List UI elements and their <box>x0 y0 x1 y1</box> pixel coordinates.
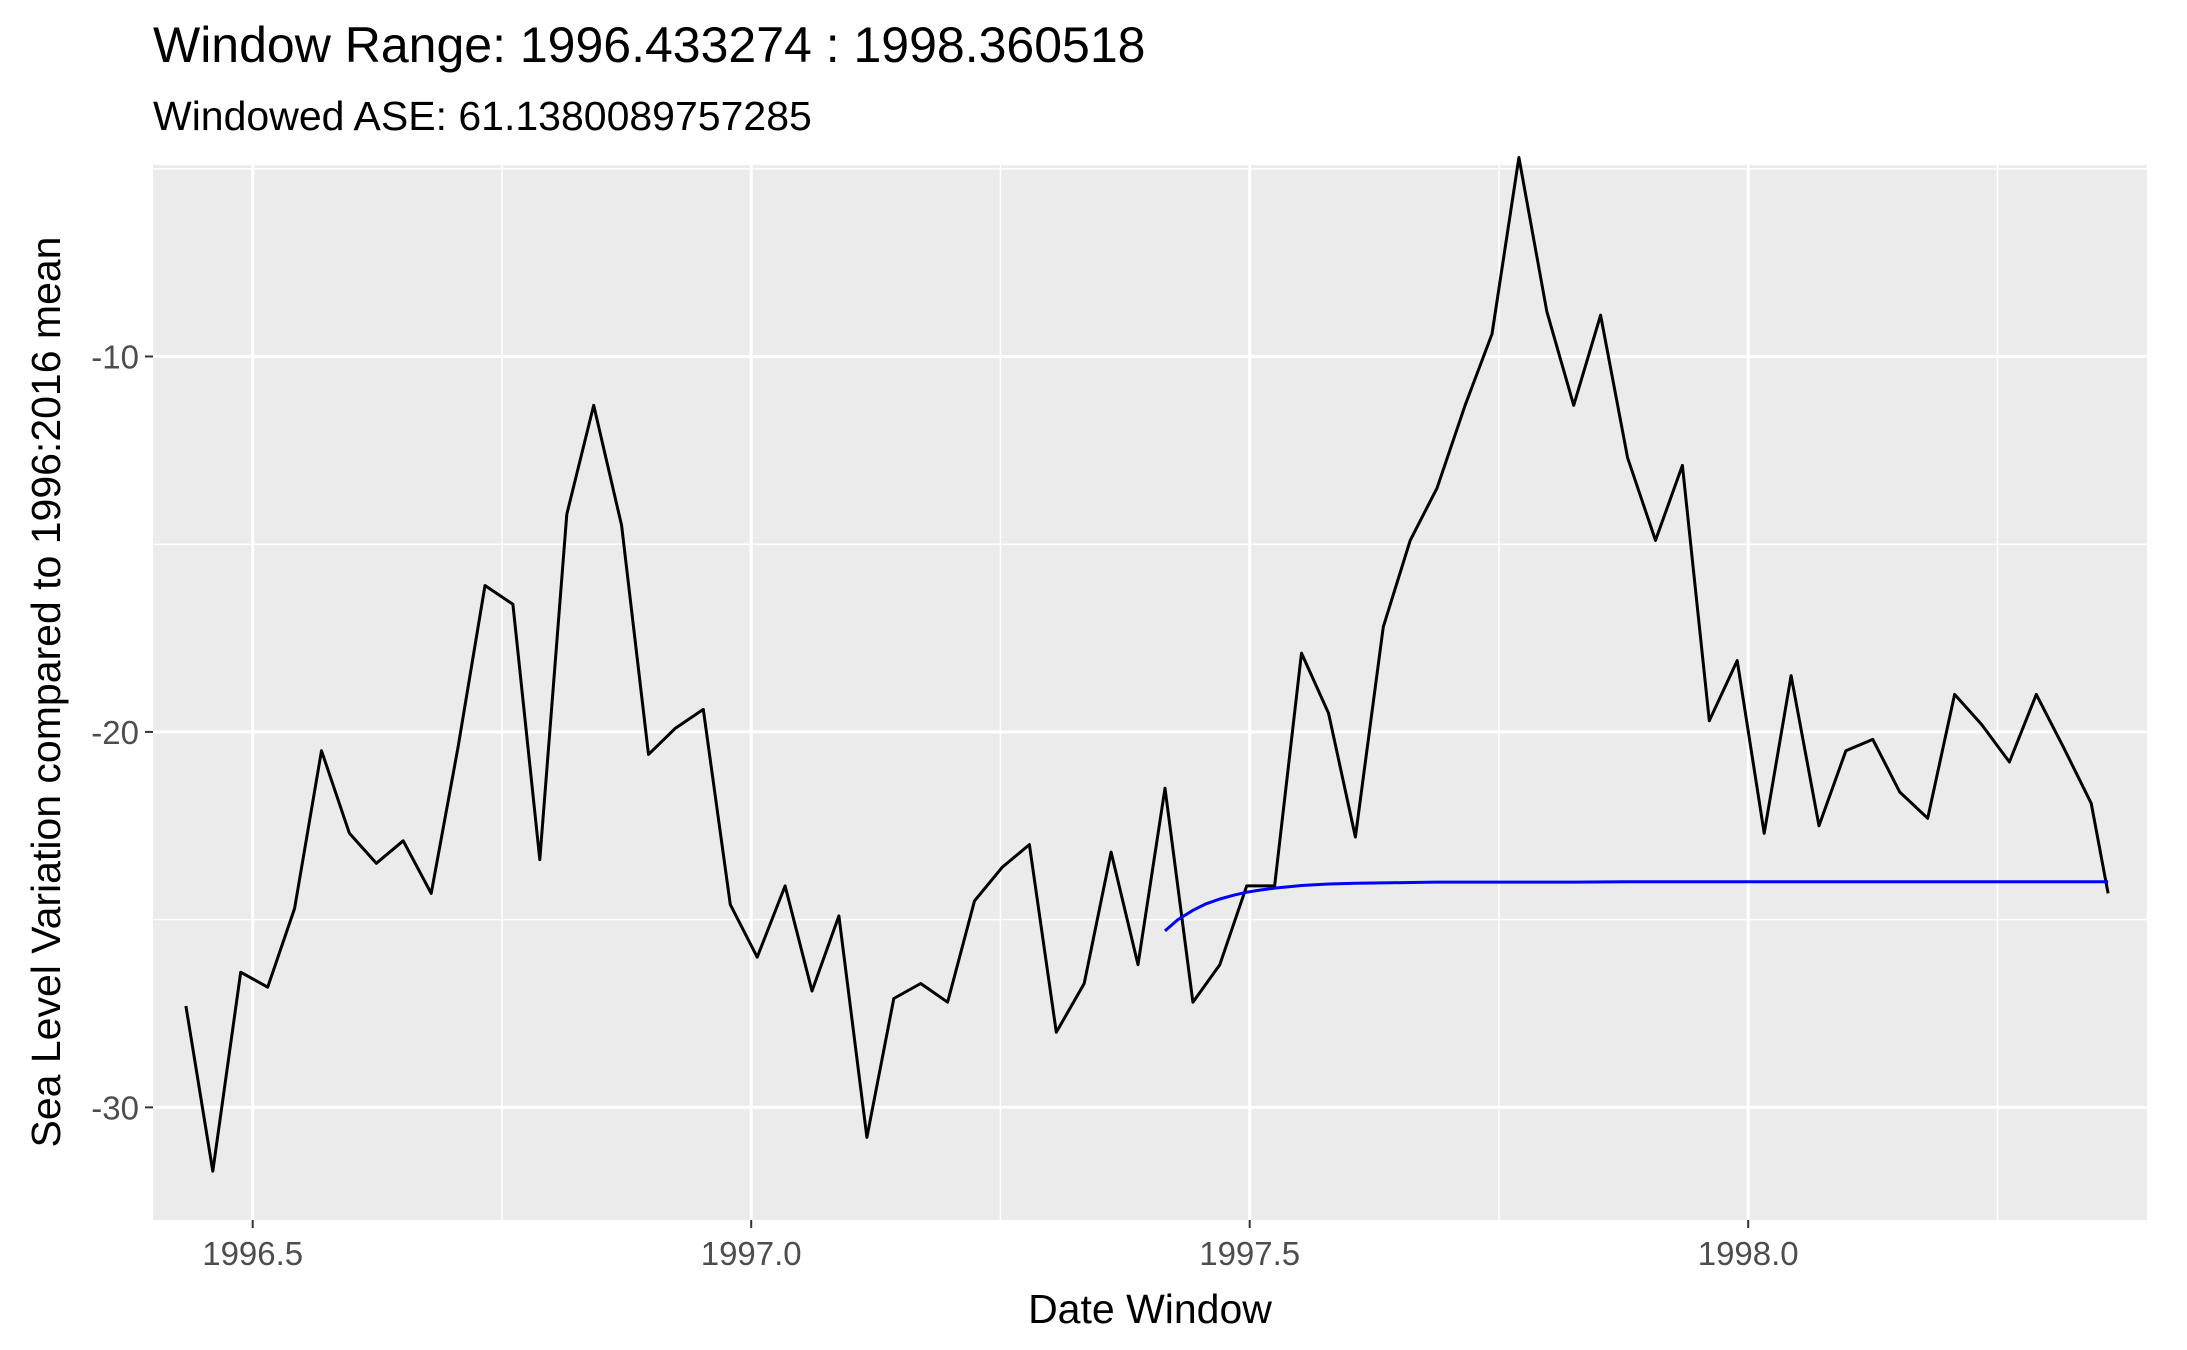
x-axis-label: Date Window <box>1028 1286 1272 1332</box>
x-tick-label: 1996.5 <box>202 1235 303 1272</box>
grid-major <box>153 165 2147 1220</box>
x-tick-label: 1997.0 <box>701 1235 802 1272</box>
y-axis-ticks: -10 -20 -30 <box>91 338 153 1126</box>
y-tick-label: -20 <box>91 714 139 751</box>
y-axis-label: Sea Level Variation compared to 1996:201… <box>23 237 69 1148</box>
chart-title: Window Range: 1996.433274 : 1998.360518 <box>153 17 1145 73</box>
series-layer <box>184 156 2110 1173</box>
x-axis-ticks: 1996.5 1997.0 1997.5 1998.0 <box>202 1220 1799 1272</box>
chart-subtitle: Windowed ASE: 61.1380089757285 <box>153 93 812 139</box>
forecast-series-line <box>1164 880 2109 933</box>
observed-series-line <box>184 156 2110 1173</box>
grid-minor <box>153 165 2147 1220</box>
y-tick-label: -10 <box>91 338 139 375</box>
x-tick-label: 1998.0 <box>1698 1235 1799 1272</box>
x-tick-label: 1997.5 <box>1199 1235 1300 1272</box>
plot-panel <box>153 165 2147 1220</box>
y-tick-label: -30 <box>91 1089 139 1126</box>
